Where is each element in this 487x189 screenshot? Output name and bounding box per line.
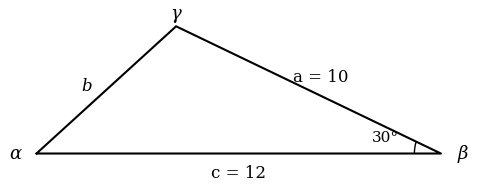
Text: β: β (457, 145, 468, 163)
Text: γ: γ (171, 5, 182, 23)
Text: α: α (9, 145, 21, 163)
Text: c = 12: c = 12 (211, 165, 266, 182)
Text: b: b (82, 78, 93, 95)
Text: a = 10: a = 10 (293, 69, 348, 86)
Text: 30°: 30° (372, 131, 399, 145)
